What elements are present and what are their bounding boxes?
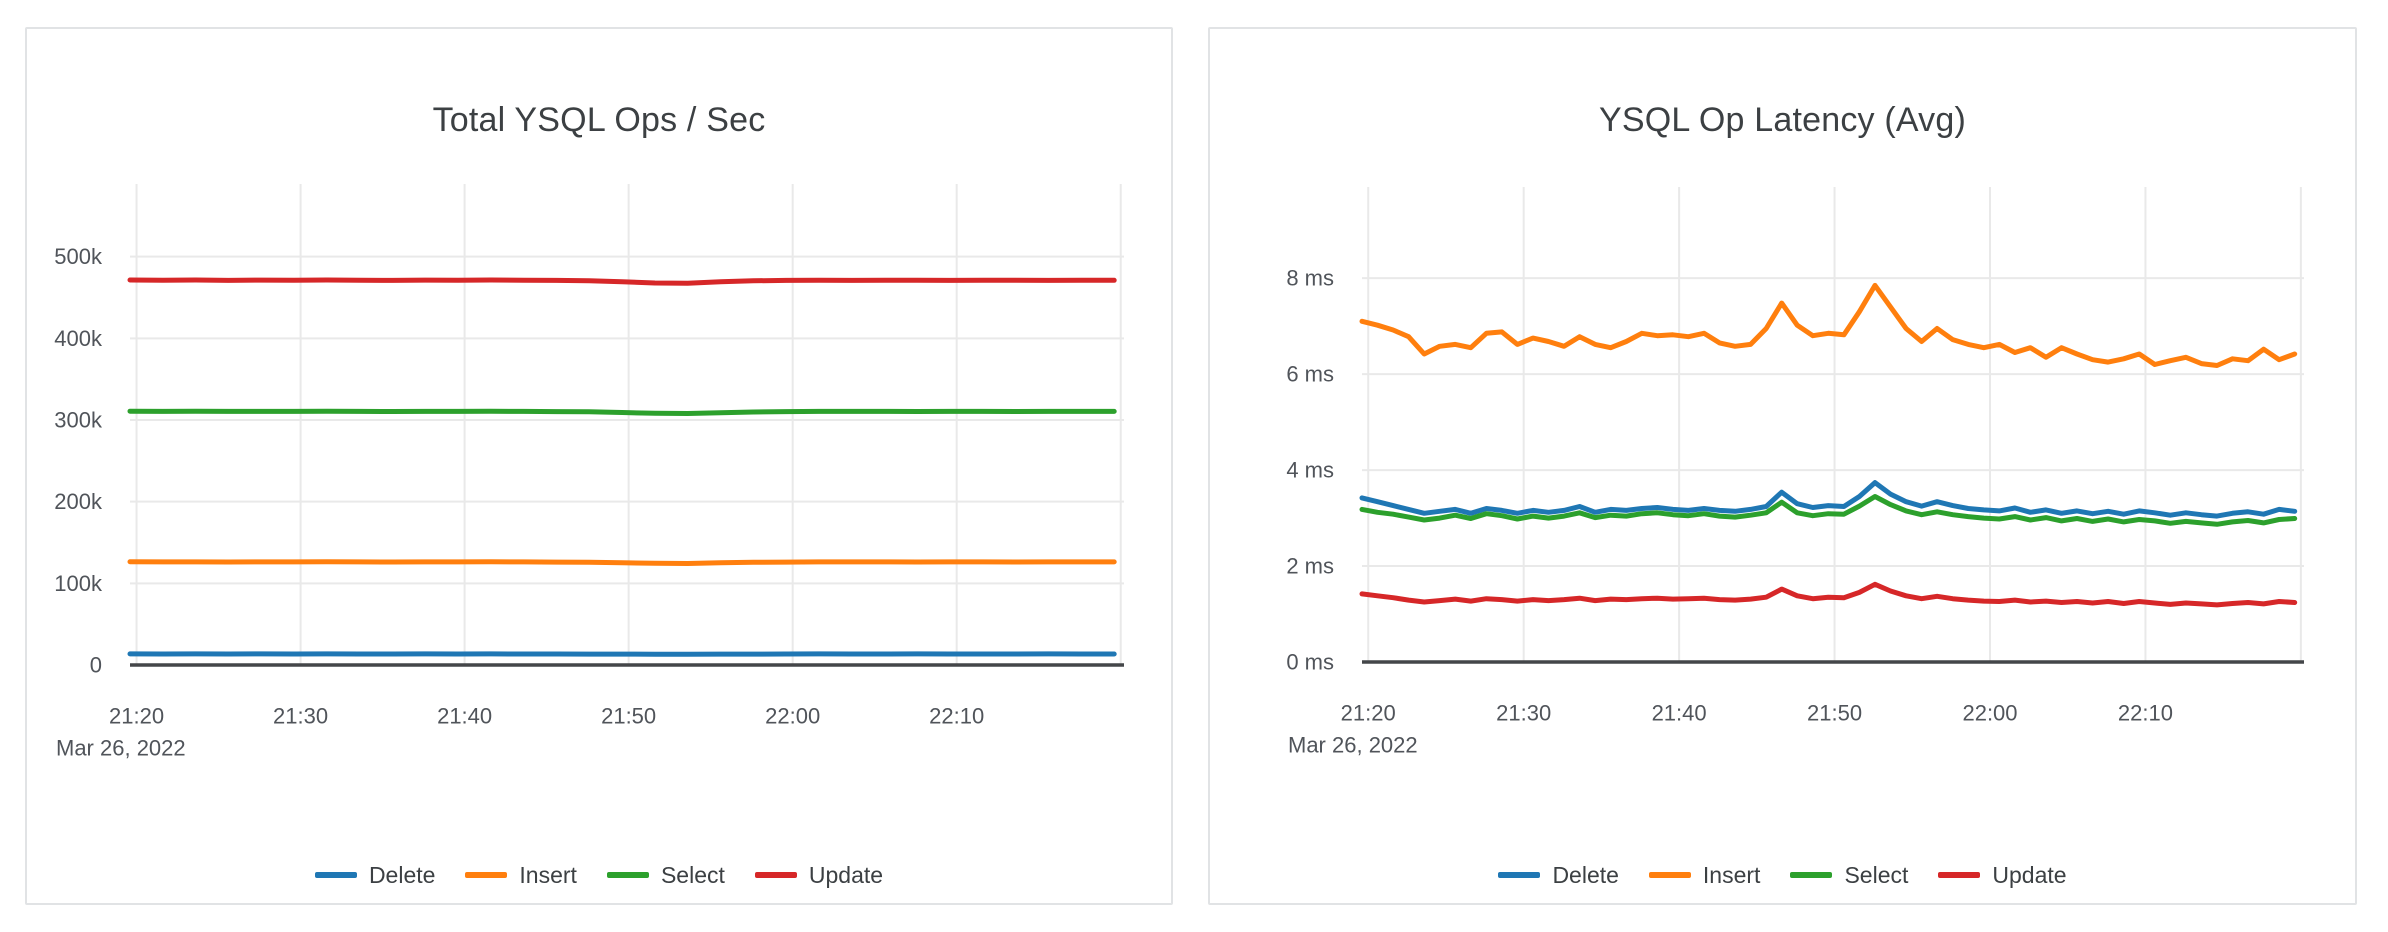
x-axis-date-label: Mar 26, 2022 xyxy=(1288,733,1418,758)
legend-item-insert[interactable]: Insert xyxy=(1648,861,1761,889)
ops-chart-card: Total YSQL Ops / Sec 0 100k 200k 300k 400k 50… xyxy=(25,27,1173,905)
legend-label: Update xyxy=(808,861,884,888)
x-tick-label: 21:30 xyxy=(273,704,328,729)
legend-item-update[interactable]: Update xyxy=(1938,861,2067,889)
legend-item-select[interactable]: Select xyxy=(606,861,725,889)
legend-swatch-icon xyxy=(754,872,797,878)
series-line-select xyxy=(1359,494,2298,527)
legend-swatch-icon xyxy=(314,872,357,878)
legend-swatch-icon xyxy=(1790,872,1833,878)
y-tick-label: 6 ms xyxy=(1286,362,1334,387)
legend-item-delete[interactable]: Delete xyxy=(1498,861,1619,889)
legend-label: Update xyxy=(1992,861,2067,888)
legend-label: Insert xyxy=(1702,861,1761,888)
legend-swatch-icon xyxy=(465,872,508,878)
y-tick-label: 8 ms xyxy=(1286,266,1334,291)
legend-item-select[interactable]: Select xyxy=(1790,862,1908,889)
y-tick-label: 0 xyxy=(90,653,102,678)
legend-label: Delete xyxy=(1552,861,1619,888)
legend-swatch-icon xyxy=(1498,872,1541,878)
chart-title: Total YSQL Ops / Sec xyxy=(432,101,766,139)
legend-label: Insert xyxy=(519,861,577,888)
x-tick-label: 22:00 xyxy=(1962,701,2017,726)
x-tick-label: 22:00 xyxy=(765,704,820,729)
chart-title: YSQL Op Latency (Avg) xyxy=(1598,101,1967,139)
legend-swatch-icon xyxy=(1648,872,1691,878)
series-line-insert xyxy=(1359,282,2298,368)
x-axis-date-label: Mar 26, 2022 xyxy=(56,736,186,761)
latency-chart-card: YSQL Op Latency (Avg) 0 ms 2 ms 4 ms 6 ms 8 … xyxy=(1208,27,2357,905)
x-tick-label: 21:20 xyxy=(1341,701,1396,726)
y-tick-label: 500k xyxy=(54,244,103,269)
legend-item-update[interactable]: Update xyxy=(754,861,884,889)
legend-item-insert[interactable]: Insert xyxy=(465,862,577,889)
latency-plot-svg[interactable]: 0 ms 2 ms 4 ms 6 ms 8 ms 21:20 21:30 21:40 21:50… xyxy=(1210,29,2359,907)
x-tick-label: 21:20 xyxy=(109,704,164,729)
legend-label: Select xyxy=(1844,861,1909,888)
x-tick-label: 22:10 xyxy=(2118,701,2173,726)
x-tick-label: 22:10 xyxy=(929,704,984,729)
legend-item-delete[interactable]: Delete xyxy=(314,861,436,889)
x-tick-label: 21:40 xyxy=(437,704,492,729)
y-tick-label: 400k xyxy=(54,326,103,351)
series-line-insert xyxy=(127,559,1117,566)
x-tick-label: 21:50 xyxy=(601,704,656,729)
y-tick-label: 100k xyxy=(54,571,103,596)
legend-swatch-icon xyxy=(1938,872,1981,878)
y-tick-label: 4 ms xyxy=(1286,458,1334,483)
legend-label: Delete xyxy=(368,861,436,888)
y-tick-label: 0 ms xyxy=(1286,650,1334,675)
legend-swatch-icon xyxy=(606,872,649,878)
x-tick-label: 21:40 xyxy=(1652,701,1707,726)
ops-plot-svg[interactable]: 0 100k 200k 300k 400k 500k 21:20 21:30 21:40 21:5… xyxy=(27,29,1175,907)
y-tick-label: 2 ms xyxy=(1286,554,1334,579)
legend-label: Select xyxy=(660,861,725,888)
y-tick-label: 300k xyxy=(54,408,103,433)
chart-legend: Delete Insert Select Update xyxy=(1210,857,2355,893)
series-line-update xyxy=(127,277,1117,286)
series-line-select xyxy=(127,408,1117,416)
x-tick-label: 21:30 xyxy=(1496,701,1551,726)
x-tick-label: 21:50 xyxy=(1807,701,1862,726)
y-tick-label: 200k xyxy=(54,489,103,514)
series-line-delete xyxy=(1359,480,2298,519)
chart-legend: Delete Insert Select Update xyxy=(27,857,1171,893)
series-line-update xyxy=(1359,581,2298,608)
